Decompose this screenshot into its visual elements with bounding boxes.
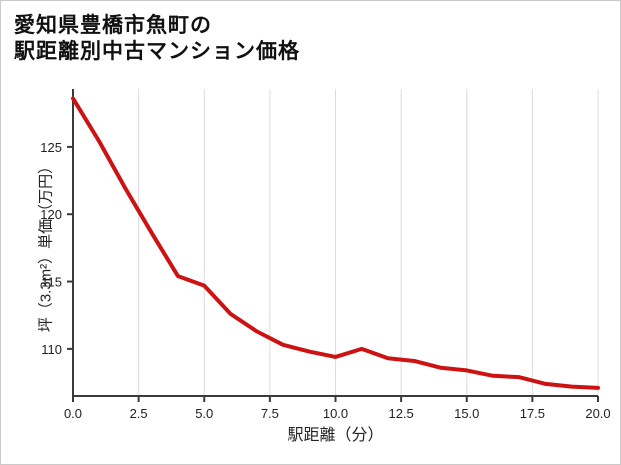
x-tick-label: 17.5 bbox=[520, 406, 545, 421]
x-tick-label: 0.0 bbox=[64, 406, 82, 421]
x-tick-label: 12.5 bbox=[388, 406, 413, 421]
x-tick-label: 20.0 bbox=[585, 406, 610, 421]
x-tick-label: 2.5 bbox=[130, 406, 148, 421]
x-tick-label: 15.0 bbox=[454, 406, 479, 421]
chart-title: 愛知県豊橋市魚町の 駅距離別中古マンション価格 bbox=[14, 13, 300, 64]
y-axis-label: 坪（3.3m²）単価（万円） bbox=[37, 158, 55, 333]
x-tick-label: 10.0 bbox=[323, 406, 348, 421]
x-tick-label: 5.0 bbox=[195, 406, 213, 421]
y-tick-label: 125 bbox=[40, 140, 62, 155]
price-line bbox=[71, 96, 600, 390]
y-tick-label: 115 bbox=[41, 275, 62, 290]
chart-title-line1: 愛知県豊橋市魚町の bbox=[14, 14, 212, 37]
x-tick-label: 7.5 bbox=[261, 406, 279, 421]
y-tick-label: 110 bbox=[41, 342, 62, 357]
y-tick-label: 120 bbox=[40, 207, 62, 222]
chart-title-line2: 駅距離別中古マンション価格 bbox=[14, 39, 300, 63]
x-axis-label: 駅距離（分） bbox=[287, 427, 384, 444]
